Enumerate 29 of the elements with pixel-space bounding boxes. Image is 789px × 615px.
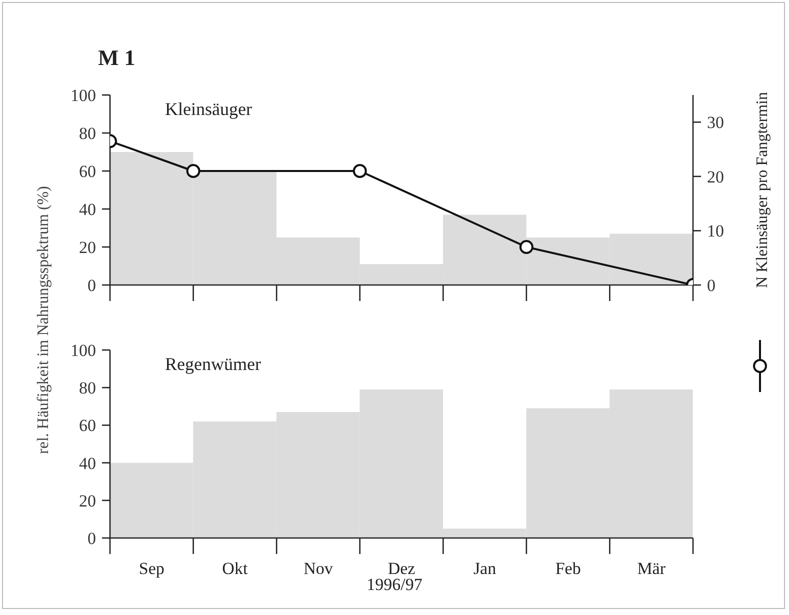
y-axis-title: rel. Häufigkeit im Nahrungsspektrum (%) xyxy=(35,186,52,454)
x-tick-label: Feb xyxy=(555,559,581,578)
x-tick-label: Okt xyxy=(222,559,248,578)
x-tick-label: Dez xyxy=(388,559,416,578)
chart-title: M 1 xyxy=(98,45,136,71)
y2-tick-label: 30 xyxy=(707,113,724,132)
y-tick-label: 20 xyxy=(79,491,96,510)
y-tick-label: 40 xyxy=(79,200,96,219)
series-label: Kleinsäuger xyxy=(165,99,252,120)
x-tick-label: Jan xyxy=(473,559,497,578)
y-tick-label: 0 xyxy=(88,276,96,295)
x-tick-label: Sep xyxy=(138,559,164,578)
y-tick-label: 60 xyxy=(79,162,96,181)
y-tick-label: 80 xyxy=(79,378,96,398)
y-tick-label: 60 xyxy=(79,416,96,436)
y-tick-label: 40 xyxy=(79,454,96,473)
y-tick-label: 80 xyxy=(79,124,96,143)
y-tick-label: 100 xyxy=(70,341,96,360)
x-tick-label: Nov xyxy=(304,559,334,578)
y2-tick-label: 10 xyxy=(707,222,724,241)
y2-tick-label: 0 xyxy=(707,276,716,295)
y-tick-label: 100 xyxy=(70,86,96,105)
y-tick-label: 20 xyxy=(79,238,96,257)
y-tick-label: 0 xyxy=(88,529,96,548)
y2-tick-label: 20 xyxy=(707,167,724,186)
x-axis-title: 1996/97 xyxy=(366,575,422,594)
y2-axis-title: N Kleinsäuger pro Fangtermin xyxy=(754,92,771,288)
x-tick-label: Mär xyxy=(637,559,666,578)
text: Regenwümer xyxy=(165,354,261,375)
